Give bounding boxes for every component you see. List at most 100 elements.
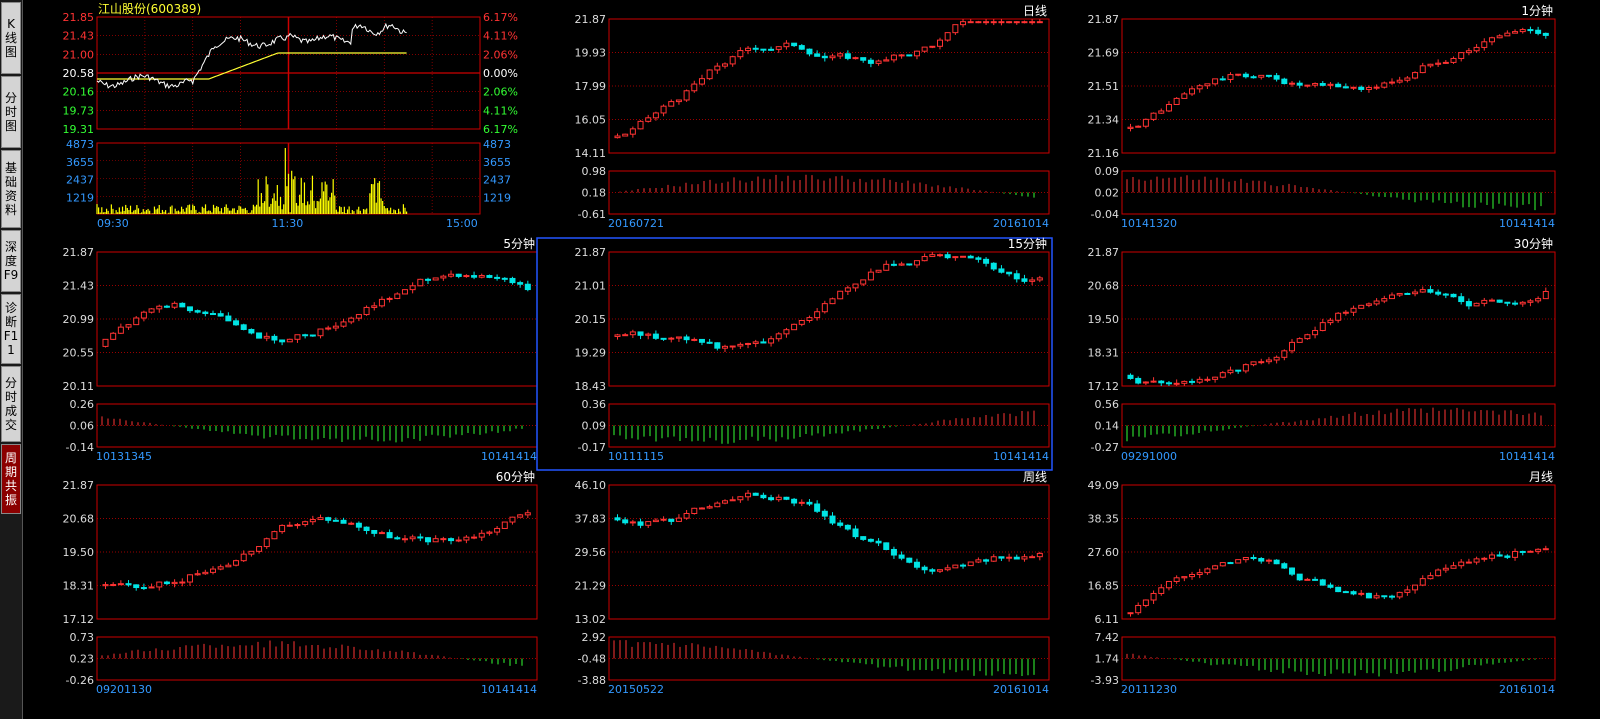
tab-diagnosis-f11[interactable]: 诊断F11	[1, 294, 21, 364]
candle-body	[1465, 301, 1472, 307]
candle-body	[629, 521, 636, 524]
tab-fundamentals[interactable]: 基础资料	[1, 150, 21, 228]
candle-body	[660, 337, 667, 340]
candle-body	[1013, 273, 1020, 280]
candle-body	[302, 521, 309, 526]
candle-body	[194, 573, 201, 576]
candle-body	[768, 48, 775, 51]
candle-body	[983, 559, 990, 562]
panel-price-label: 21.16	[1088, 147, 1120, 160]
panel-price-label: 21.29	[575, 580, 607, 593]
kline-panel-weekly[interactable]: 周线 46.10 37.83 29.56 21.29 13.02 2.92 -0.48 -3.8…	[575, 470, 1050, 696]
candle-body	[760, 341, 767, 344]
candle-body	[371, 305, 378, 308]
candle-body	[706, 69, 713, 80]
candle-body	[775, 46, 782, 50]
candle-body	[225, 564, 232, 568]
candle-body	[1396, 591, 1403, 598]
candle-body	[409, 536, 416, 540]
candle-body	[852, 57, 859, 60]
candle-body	[1196, 378, 1203, 383]
candle-body	[698, 338, 705, 343]
intraday-pct-label: 4.11%	[483, 30, 518, 43]
candle-body	[225, 315, 232, 322]
candle-body	[722, 500, 728, 504]
candle-body	[975, 21, 982, 24]
candle-body	[1488, 37, 1495, 43]
tab-period-resonance[interactable]: 周期共振	[1, 444, 21, 514]
candle-body	[783, 42, 790, 48]
candle-body	[706, 341, 713, 344]
candle-body	[1235, 73, 1242, 76]
panel-macd-label: -0.27	[1091, 441, 1119, 454]
candle-body	[844, 53, 851, 59]
candle-body	[752, 341, 759, 344]
candle-body	[325, 517, 332, 521]
panel-price-label: 21.43	[63, 280, 95, 293]
panel-macd-label: 0.56	[1095, 398, 1120, 411]
candle-body	[263, 335, 270, 339]
tab-intraday[interactable]: 分时图	[1, 76, 21, 148]
candle-body	[1458, 561, 1465, 567]
candle-body	[140, 587, 147, 590]
candle-body	[937, 39, 943, 47]
candle-body	[1281, 350, 1288, 358]
intraday-volume-label: 3655	[66, 156, 94, 169]
candle-body	[760, 494, 767, 499]
candle-body	[1450, 57, 1457, 63]
candle-body	[1473, 302, 1480, 307]
candle-body	[1265, 74, 1272, 77]
candle-body	[417, 536, 424, 539]
candle-body	[294, 334, 301, 340]
panel-price-label: 20.15	[575, 313, 607, 326]
candle-body	[1381, 82, 1388, 88]
tab-kline[interactable]: K线图	[1, 2, 21, 74]
candle-body	[883, 542, 890, 550]
candle-body	[1350, 86, 1357, 89]
panel-macd-label: -3.88	[578, 674, 606, 687]
candle-body	[271, 335, 278, 341]
candle-body	[1196, 85, 1203, 90]
candle-body	[867, 271, 874, 281]
candle-body	[263, 538, 270, 548]
candle-body	[1350, 307, 1357, 313]
kline-panel-min60[interactable]: 60分钟 21.87 20.68 19.50 18.31 17.12 0.73 0.23 -0.…	[63, 469, 538, 696]
candle-body	[171, 581, 178, 585]
candle-body	[355, 522, 362, 528]
panel-price-label: 20.99	[63, 313, 95, 326]
candle-body	[1427, 289, 1434, 293]
candle-body	[1142, 118, 1149, 127]
panel-price-label: 19.50	[63, 546, 95, 559]
candle-body	[760, 48, 767, 51]
candle-body	[798, 501, 805, 504]
kline-panel-min5[interactable]: 5分钟 21.87 21.43 20.99 20.55 20.11 0.26 0.06 -0.1…	[63, 236, 538, 463]
kline-panel-daily[interactable]: 日线 21.87 19.93 17.99 16.05 14.11 0.98 0.18 -0.61…	[575, 4, 1050, 230]
candle-body	[1158, 380, 1165, 384]
candle-body	[614, 517, 621, 521]
candle-body	[1335, 312, 1342, 321]
candle-body	[394, 537, 401, 540]
candle-body	[1258, 558, 1265, 562]
candle-body	[294, 524, 301, 527]
candle-body	[691, 507, 698, 514]
kline-panel-min1[interactable]: 1分钟 21.87 21.69 21.51 21.34 21.16 0.09 0.02 -0.0…	[1088, 3, 1556, 230]
candle-body	[325, 327, 332, 330]
intraday-chart[interactable]: 江山股份(600389)21.85 6.17% 21.43 4.11% 21.00 2.0…	[63, 2, 518, 230]
candle-body	[806, 501, 813, 505]
candle-body	[1296, 82, 1303, 86]
candle-body	[737, 343, 744, 347]
candle-body	[729, 499, 736, 502]
candle-body	[1242, 73, 1249, 78]
candle-body	[1442, 293, 1449, 296]
kline-panel-monthly[interactable]: 月线49.0938.3527.6016.856.117.421.74-3.932…	[1088, 470, 1556, 696]
candle-body	[1029, 556, 1036, 559]
tab-tick-trades[interactable]: 分时成交	[1, 366, 21, 442]
candle-body	[1127, 612, 1134, 615]
kline-panel-min30[interactable]: 30分钟 21.87 20.68 19.50 18.31 17.12 0.56 0.14 -0.…	[1088, 236, 1556, 463]
candle-body	[1212, 78, 1219, 85]
panel-price-label: 13.02	[575, 613, 607, 626]
candle-body	[448, 538, 455, 542]
kline-panel-min15[interactable]: 15分钟 21.87 21.01 20.15 19.29 18.43 0.36 0.09 -0.…	[536, 236, 1053, 471]
tab-depth-f9[interactable]: 深度F9	[1, 230, 21, 292]
candle-body	[1527, 300, 1534, 303]
